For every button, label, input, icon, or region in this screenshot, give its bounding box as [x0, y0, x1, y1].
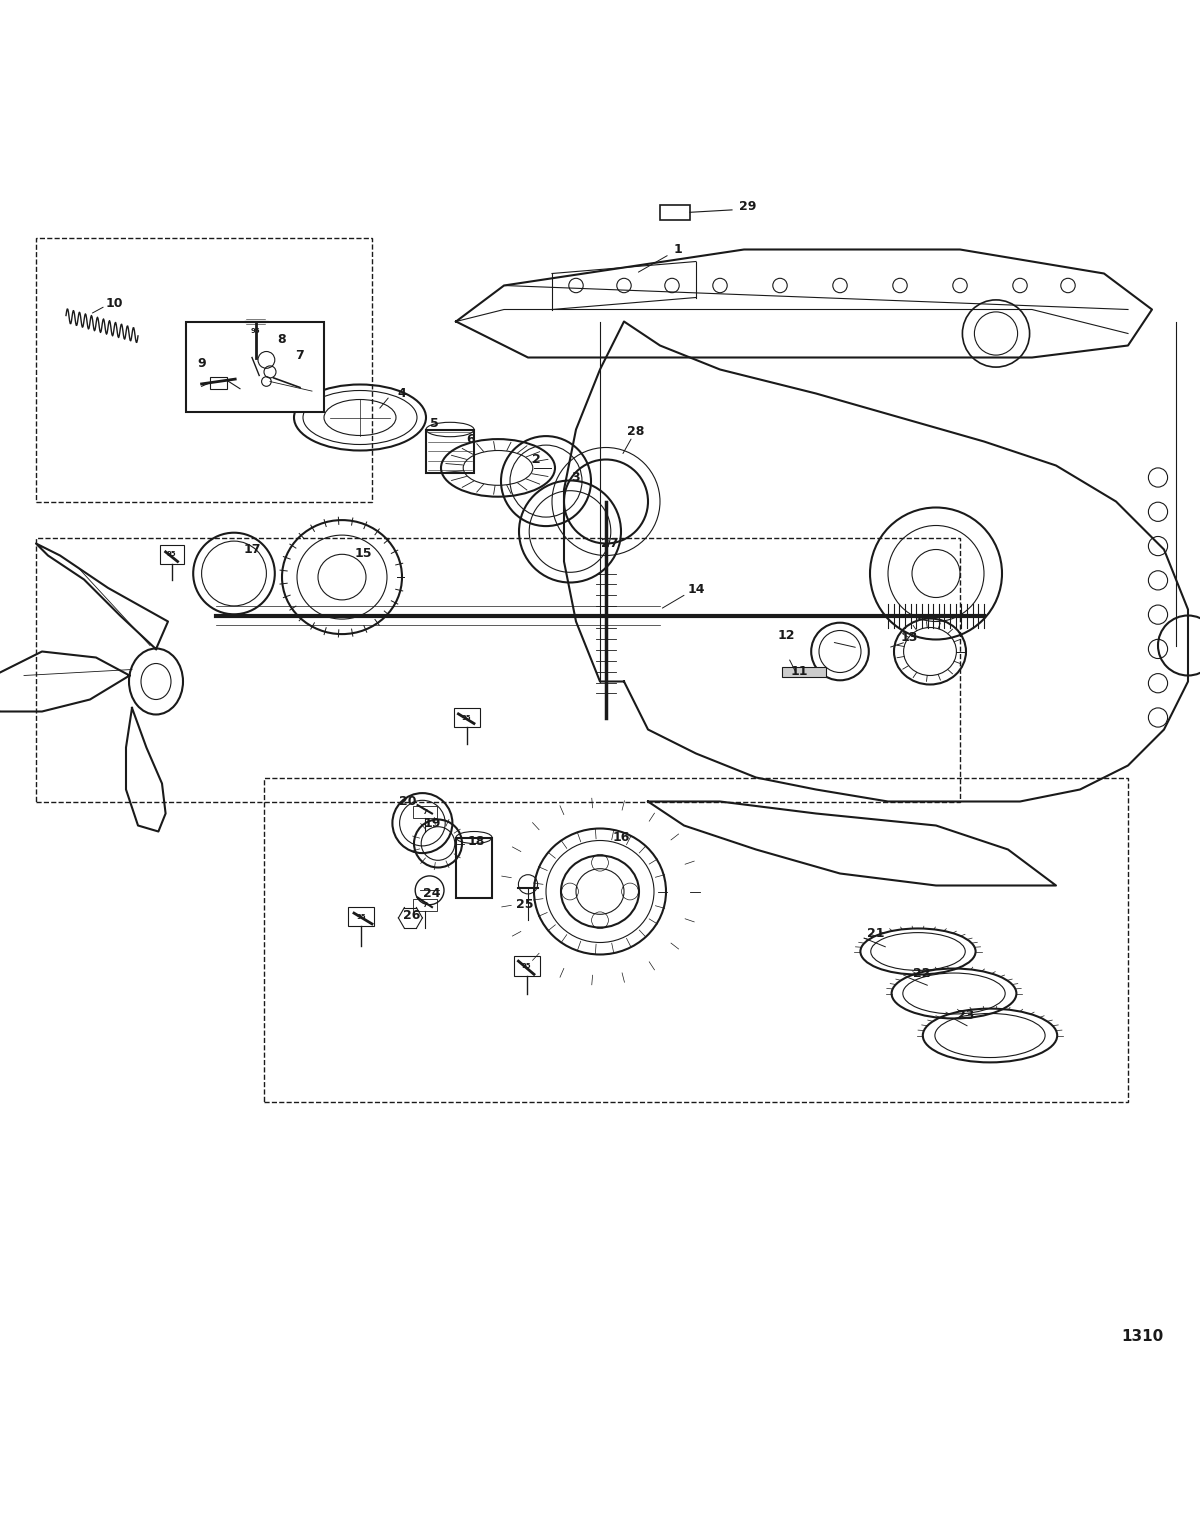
Bar — [160, 545, 184, 563]
Bar — [348, 906, 374, 926]
Text: 27: 27 — [601, 537, 618, 550]
Text: 21: 21 — [868, 926, 884, 940]
Text: 24: 24 — [424, 888, 440, 900]
Bar — [210, 377, 227, 389]
Bar — [426, 430, 474, 473]
Text: 19: 19 — [424, 816, 440, 830]
Text: 14: 14 — [688, 583, 704, 596]
Text: 17: 17 — [244, 544, 260, 556]
Text: 6: 6 — [466, 433, 475, 446]
Text: 18: 18 — [468, 834, 485, 848]
Bar — [456, 837, 492, 897]
Bar — [413, 899, 437, 911]
Text: 22: 22 — [913, 966, 930, 980]
Bar — [36, 537, 960, 802]
Bar — [454, 707, 480, 727]
Text: 23: 23 — [958, 1009, 974, 1021]
Text: 1: 1 — [673, 243, 683, 256]
Text: 5: 5 — [430, 416, 439, 430]
Text: 95: 95 — [356, 914, 366, 920]
Text: 4: 4 — [397, 387, 407, 400]
Text: 3: 3 — [571, 472, 581, 484]
Text: 29: 29 — [739, 201, 756, 213]
Bar — [782, 668, 826, 677]
Text: 26: 26 — [403, 909, 420, 922]
Text: 95: 95 — [251, 328, 260, 334]
Bar — [413, 807, 437, 818]
Bar — [186, 322, 324, 412]
Text: 11: 11 — [791, 666, 808, 678]
Text: 2: 2 — [532, 453, 541, 465]
Text: 28: 28 — [628, 426, 644, 438]
Text: 10: 10 — [106, 297, 122, 309]
Bar — [244, 322, 268, 343]
Text: 95: 95 — [462, 715, 472, 721]
Text: 20: 20 — [400, 795, 416, 808]
Text: 95: 95 — [167, 551, 176, 557]
Text: 25: 25 — [516, 899, 533, 911]
Text: 7: 7 — [295, 349, 305, 361]
Text: 13: 13 — [901, 631, 918, 643]
Bar — [264, 778, 1128, 1101]
Text: 1310: 1310 — [1122, 1329, 1164, 1344]
Bar — [660, 205, 690, 219]
Text: 9: 9 — [197, 357, 206, 371]
Bar — [514, 957, 540, 975]
Bar — [36, 237, 372, 502]
Text: 12: 12 — [778, 629, 794, 643]
Text: 7: 7 — [422, 902, 427, 908]
Text: 15: 15 — [355, 547, 372, 560]
Text: 16: 16 — [613, 831, 630, 844]
Text: 8: 8 — [277, 334, 287, 346]
Text: 95: 95 — [522, 963, 532, 969]
Text: 7: 7 — [422, 810, 427, 816]
